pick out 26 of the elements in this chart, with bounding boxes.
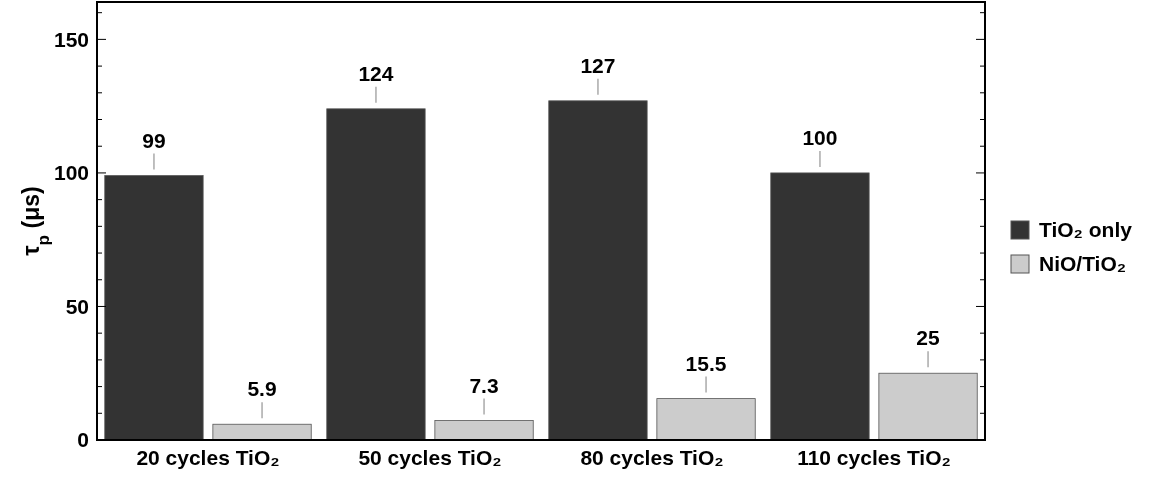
y-tick-label: 50 (65, 294, 89, 318)
y-tick-label: 100 (53, 161, 89, 185)
bar (212, 423, 312, 441)
x-tick-label: 110 cycles TiO₂ (797, 446, 951, 469)
x-tick-label: 50 cycles TiO₂ (358, 446, 502, 469)
bar (770, 172, 870, 441)
y-tick-label: 0 (77, 428, 89, 452)
data-label: 7.3 (469, 373, 499, 397)
bar (434, 420, 534, 441)
data-label: 124 (358, 61, 394, 85)
legend-label: NiO/TiO₂ (1039, 252, 1127, 276)
bar (548, 100, 648, 441)
bar (878, 372, 978, 441)
bar (656, 398, 756, 441)
data-label: 25 (916, 326, 941, 350)
data-label: 99 (142, 128, 166, 152)
x-tick-label: 80 cycles TiO₂ (580, 446, 724, 469)
data-label: 100 (802, 125, 838, 149)
bar (326, 108, 426, 441)
data-label: 5.9 (247, 377, 277, 401)
bar (104, 175, 204, 441)
legend-label: TiO₂ only (1039, 218, 1133, 242)
y-tick-label: 150 (53, 27, 89, 51)
x-tick-label: 20 cycles TiO₂ (136, 446, 280, 469)
data-label: 15.5 (685, 351, 727, 375)
data-label: 127 (580, 53, 616, 77)
